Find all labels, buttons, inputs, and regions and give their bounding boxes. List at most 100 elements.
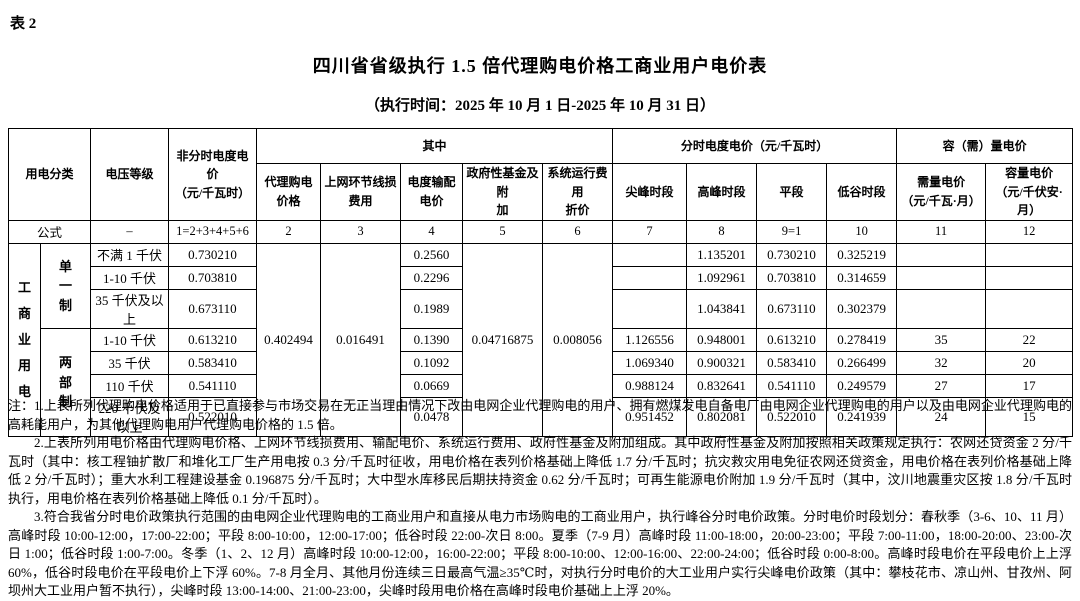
cell-demand	[896, 265, 987, 290]
cell-non-tou-total: 0.730210	[168, 242, 258, 267]
cell-demand: 24	[896, 396, 987, 437]
formula-col9: 9=1	[756, 219, 828, 244]
formula-row: 公式 – 1=2+3+4+5+6 2 3 4 5 6 7 8 9=1 10 11…	[7, 219, 1074, 244]
cell-peak: 1.135201	[686, 242, 758, 267]
cell-non-tou-total: 0.522010	[168, 396, 258, 437]
header-system-cost: 系统运行费用 折价	[542, 163, 614, 221]
cell-valley: 0.314659	[826, 265, 898, 290]
cell-valley: 0.302379	[826, 288, 898, 329]
header-tou-group: 分时电度电价（元/千瓦时）	[612, 128, 898, 164]
cell-transmission: 0.1989	[400, 288, 464, 329]
header-peak: 高峰时段	[686, 163, 758, 221]
cell-peak: 0.832641	[686, 373, 758, 398]
formula-col4: 4	[400, 219, 464, 244]
formula-col3: 3	[320, 219, 402, 244]
cell-sharp-peak: 1.069340	[612, 350, 688, 375]
cell-capacity	[985, 242, 1074, 267]
formula-col6: 6	[542, 219, 614, 244]
header-demand-price: 需量电价 （元/千瓦·月）	[896, 163, 987, 221]
cell-transmission: 0.2296	[400, 265, 464, 290]
cell-voltage: 35 千伏	[90, 350, 170, 375]
cell-capacity	[985, 265, 1074, 290]
cell-flat: 0.583410	[756, 350, 828, 375]
page-title: 四川省省级执行 1.5 倍代理购电价格工商业用户电价表	[312, 56, 768, 76]
header-gov-funds: 政府性基金及附 加	[462, 163, 544, 221]
formula-col1: 1=2+3+4+5+6	[168, 219, 258, 244]
cell-transmission: 0.0669	[400, 373, 464, 398]
cell-demand: 35	[896, 327, 987, 352]
header-sharp-peak: 尖峰时段	[612, 163, 688, 221]
cell-valley: 0.266499	[826, 350, 898, 375]
cell-non-tou-total: 0.583410	[168, 350, 258, 375]
cell-non-tou-total: 0.703810	[168, 265, 258, 290]
cell-transmission: 0.1390	[400, 327, 464, 352]
page-subtitle: （执行时间：2025 年 10 月 1 日-2025 年 10 月 31 日）	[365, 98, 715, 114]
cell-system-cost-merged: 0.008056	[542, 242, 614, 437]
table-row: 220 千伏及以上 0.522010 0.0478 0.951452 0.802…	[9, 396, 1074, 437]
note-1: 注：1.上表所列代理购电价格适用于已直接参与市场交易在无正当理由情况下改由电网企…	[8, 398, 1072, 432]
header-capacity-group: 容（需）量电价	[896, 128, 1074, 164]
formula-col11: 11	[896, 219, 987, 244]
cell-voltage: 35 千伏及以上	[90, 288, 170, 329]
table-row: 35 千伏及以上 0.673110 0.1989 1.043841 0.6731…	[9, 288, 1074, 329]
table-row: 工 商 业 用 电 单 一 制 不满 1 千伏 0.730210 0.40249…	[8, 242, 1074, 437]
electricity-price-table: 用电分类 电压等级 非分时电度电价 （元/千瓦时） 其中 分时电度电价（元/千瓦…	[7, 128, 1074, 437]
cell-flat: 0.703810	[756, 265, 828, 290]
cell-flat: 0.673110	[756, 288, 828, 329]
cell-transmission: 0.2560	[400, 242, 464, 267]
note-2: 2.上表所列用电价格由代理购电价格、上网环节线损费用、输配电价、系统运行费用、政…	[8, 435, 1072, 506]
cell-voltage: 不满 1 千伏	[90, 242, 170, 267]
header-capacity-price: 容量电价 （元/千伏安·月）	[985, 163, 1074, 221]
formula-col2: 2	[256, 219, 322, 244]
cell-sharp-peak: 0.988124	[612, 373, 688, 398]
header-user-category: 用电分类	[7, 128, 92, 221]
header-sub-row: 代理购电价格 上网环节线损 费用 电度输配 电价 政府性基金及附 加 系统运行费…	[9, 163, 1074, 221]
cell-peak: 0.802081	[686, 396, 758, 437]
note-3: 3.符合我省分时电价政策执行范围的由电网企业代理购电的工商业用户和直接从电力市场…	[8, 509, 1072, 598]
cell-demand	[896, 242, 987, 267]
cell-peak: 0.948001	[686, 327, 758, 352]
formula-dash: –	[90, 219, 170, 244]
cell-voltage: 1-10 千伏	[90, 265, 170, 290]
cell-non-tou-total: 0.613210	[168, 327, 258, 352]
table-row: 35 千伏 0.583410 0.1092 1.069340 0.900321 …	[9, 350, 1074, 375]
cell-sharp-peak: 0.951452	[612, 396, 688, 437]
header-agency-price: 代理购电价格	[256, 163, 322, 221]
table-number-label: 表 2	[10, 16, 37, 32]
formula-col7: 7	[612, 219, 688, 244]
formula-label: 公式	[7, 219, 92, 244]
cell-demand	[896, 288, 987, 329]
cell-capacity: 17	[985, 373, 1074, 398]
header-non-tou-price: 非分时电度电价 （元/千瓦时）	[168, 128, 258, 221]
cell-valley: 0.241939	[826, 396, 898, 437]
cell-flat: 0.613210	[756, 327, 828, 352]
header-valley: 低谷时段	[826, 163, 898, 221]
footnotes: 注：1.上表所列代理购电价格适用于已直接参与市场交易在无正当理由情况下改由电网企…	[8, 397, 1072, 601]
cell-sharp-peak	[612, 288, 688, 329]
cell-sharp-peak	[612, 242, 688, 267]
cell-non-tou-total: 0.673110	[168, 288, 258, 329]
cell-sharp-peak	[612, 265, 688, 290]
header-flat: 平段	[756, 163, 828, 221]
header-group-row: 用电分类 电压等级 非分时电度电价 （元/千瓦时） 其中 分时电度电价（元/千瓦…	[7, 128, 1074, 221]
header-transmission: 电度输配 电价	[400, 163, 464, 221]
formula-col12: 12	[985, 219, 1074, 244]
formula-col5: 5	[462, 219, 544, 244]
cell-capacity: 15	[985, 396, 1074, 437]
cell-valley: 0.325219	[826, 242, 898, 267]
system-two-part: 两 部 制	[39, 327, 92, 437]
cell-transmission: 0.1092	[400, 350, 464, 375]
formula-col8: 8	[686, 219, 758, 244]
cell-peak: 1.043841	[686, 288, 758, 329]
header-voltage-level: 电压等级	[90, 128, 170, 221]
cell-voltage: 110 千伏	[90, 373, 170, 398]
cell-voltage: 1-10 千伏	[90, 327, 170, 352]
cell-flat: 0.541110	[756, 373, 828, 398]
formula-col10: 10	[826, 219, 898, 244]
cell-agency-price-merged: 0.402494	[256, 242, 322, 437]
cell-valley: 0.278419	[826, 327, 898, 352]
cell-sharp-peak: 1.126556	[612, 327, 688, 352]
system-single-rate: 单 一 制	[39, 242, 92, 329]
cell-non-tou-total: 0.541110	[168, 373, 258, 398]
